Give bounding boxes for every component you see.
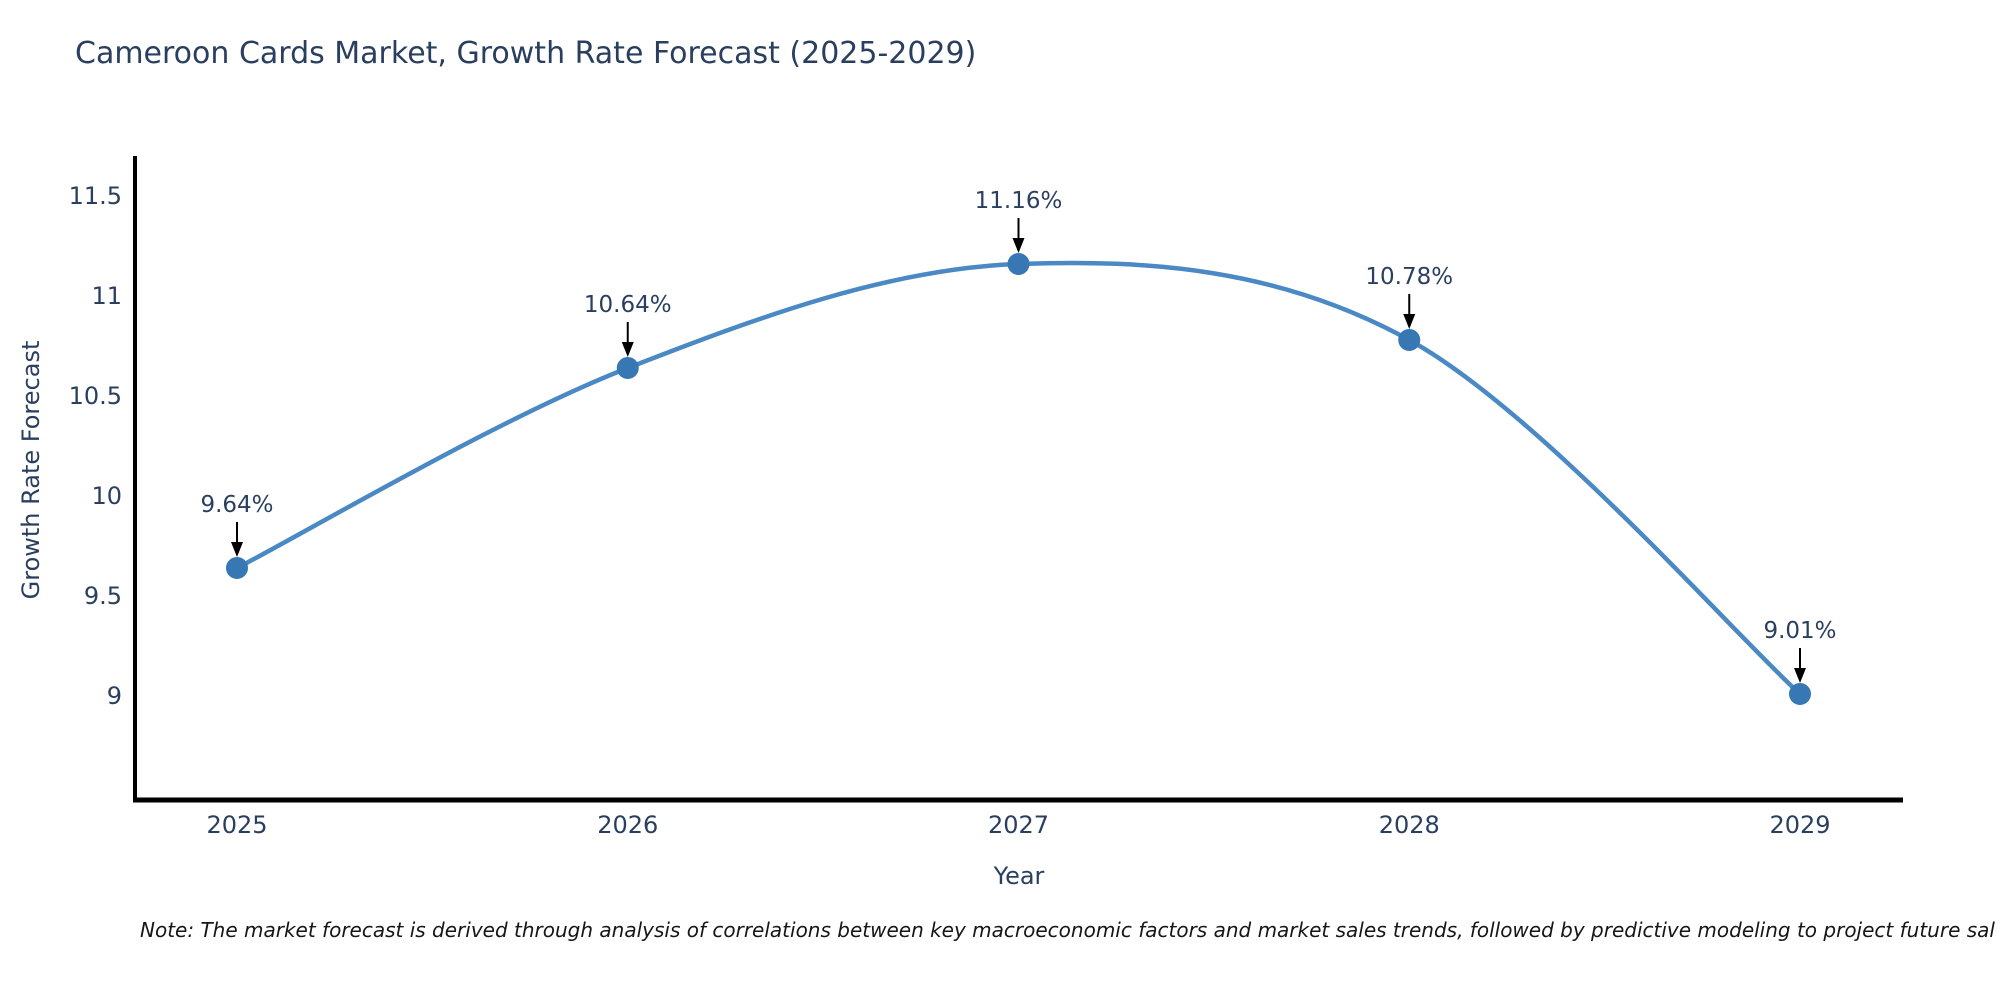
x-axis-title: Year — [993, 862, 1045, 890]
data-point-2025 — [226, 557, 248, 579]
point-label: 10.78% — [1365, 264, 1453, 290]
y-tick-label: 11.5 — [69, 182, 122, 210]
point-label: 11.16% — [975, 188, 1063, 214]
point-label: 9.64% — [200, 492, 273, 518]
x-tick-label: 2027 — [988, 811, 1049, 839]
chart-title: Cameroon Cards Market, Growth Rate Forec… — [75, 36, 977, 71]
annotation-arrowhead — [621, 342, 634, 357]
y-axis-title: Growth Rate Forecast — [17, 340, 45, 600]
annotation-arrowhead — [231, 542, 243, 557]
annotation-arrowhead — [1012, 238, 1025, 253]
data-point-2027 — [1007, 253, 1030, 275]
y-tick-label: 11 — [91, 282, 122, 310]
y-tick-label: 9 — [107, 682, 122, 710]
x-tick-label: 2025 — [206, 811, 267, 839]
data-point-2026 — [616, 357, 639, 379]
data-point-2029 — [1789, 683, 1811, 705]
series-line — [234, 260, 1803, 697]
point-label: 10.64% — [584, 292, 672, 318]
x-tick-label: 2029 — [1769, 811, 1830, 839]
x-tick-label: 2028 — [1379, 811, 1440, 839]
y-tick-label: 10.5 — [69, 382, 122, 410]
data-point-2028 — [1398, 329, 1421, 351]
footnote: Note: The market forecast is derived thr… — [140, 918, 1995, 942]
y-tick-label: 10 — [91, 482, 122, 510]
x-tick-label: 2026 — [597, 811, 658, 839]
annotation-arrowhead — [1794, 668, 1806, 683]
y-tick-label: 9.5 — [84, 582, 122, 610]
point-label: 9.01% — [1763, 618, 1836, 644]
annotation-arrowhead — [1403, 314, 1416, 329]
